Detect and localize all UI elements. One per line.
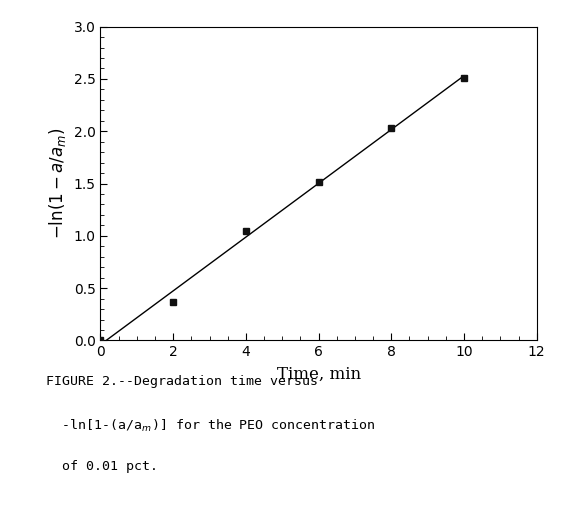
Text: of 0.01 pct.: of 0.01 pct. (46, 460, 158, 473)
Text: -ln[1-(a/a$_m$)] for the PEO concentration: -ln[1-(a/a$_m$)] for the PEO concentrati… (46, 418, 375, 434)
Text: FIGURE 2.--Degradation time versus: FIGURE 2.--Degradation time versus (46, 375, 318, 388)
X-axis label: Time, min: Time, min (277, 367, 360, 383)
Y-axis label: $-\ln(1-a/a_m)$: $-\ln(1-a/a_m)$ (47, 128, 68, 239)
